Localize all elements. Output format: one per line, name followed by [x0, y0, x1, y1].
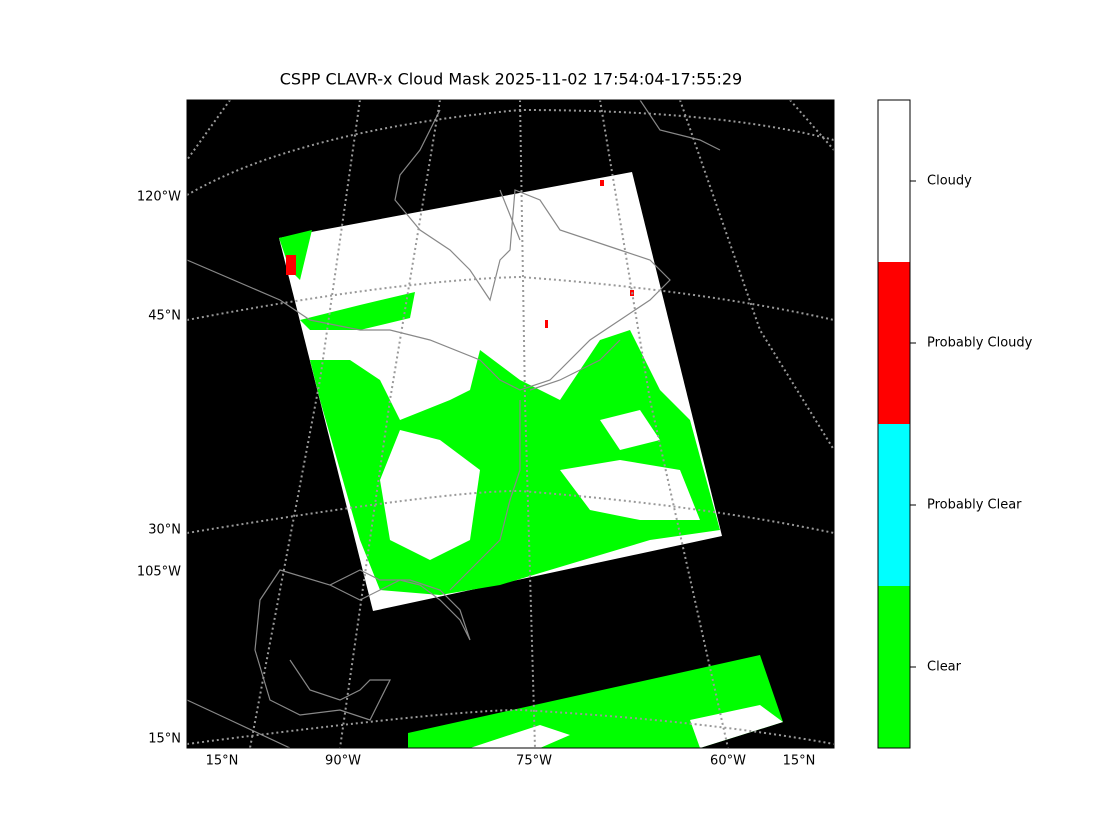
colorbar-segment [878, 100, 910, 262]
swath-south-cloud [470, 725, 570, 748]
colorbar-label: Clear [927, 660, 962, 675]
map [187, 100, 834, 748]
left-label: 120°W [137, 190, 181, 205]
bottom-label: 75°W [516, 754, 552, 769]
colorbar-segment [878, 424, 910, 586]
map-frame [186, 99, 835, 749]
colorbar-label: Probably Cloudy [927, 336, 1033, 351]
bottom-label: 60°W [710, 754, 746, 769]
colorbar-label: Cloudy [927, 174, 972, 189]
colorbar-segment [878, 262, 910, 424]
bottom-label: 15°N [783, 754, 816, 769]
bottom-label: 15°N [206, 754, 239, 769]
left-label: 45°N [148, 309, 181, 324]
map-title: CSPP CLAVR-x Cloud Mask 2025-11-02 17:54… [280, 70, 742, 89]
axis-labels: 120°W 45°N 30°N 105°W 15°N 15°N 90°W 75°W 60°W 15… [137, 190, 816, 769]
colorbar-segment [878, 586, 910, 748]
colorbar: Clear Probably Clear Probably Cloudy Cloudy [878, 100, 1033, 748]
colorbar-frame [877, 99, 911, 749]
swath-south-cloud [690, 705, 783, 748]
colorbar-label: Probably Clear [927, 498, 1022, 513]
left-label: 105°W [137, 565, 181, 580]
left-label: 30°N [148, 523, 181, 538]
swath-south [408, 655, 783, 748]
bottom-label: 90°W [325, 754, 361, 769]
left-label: 15°N [148, 732, 181, 747]
